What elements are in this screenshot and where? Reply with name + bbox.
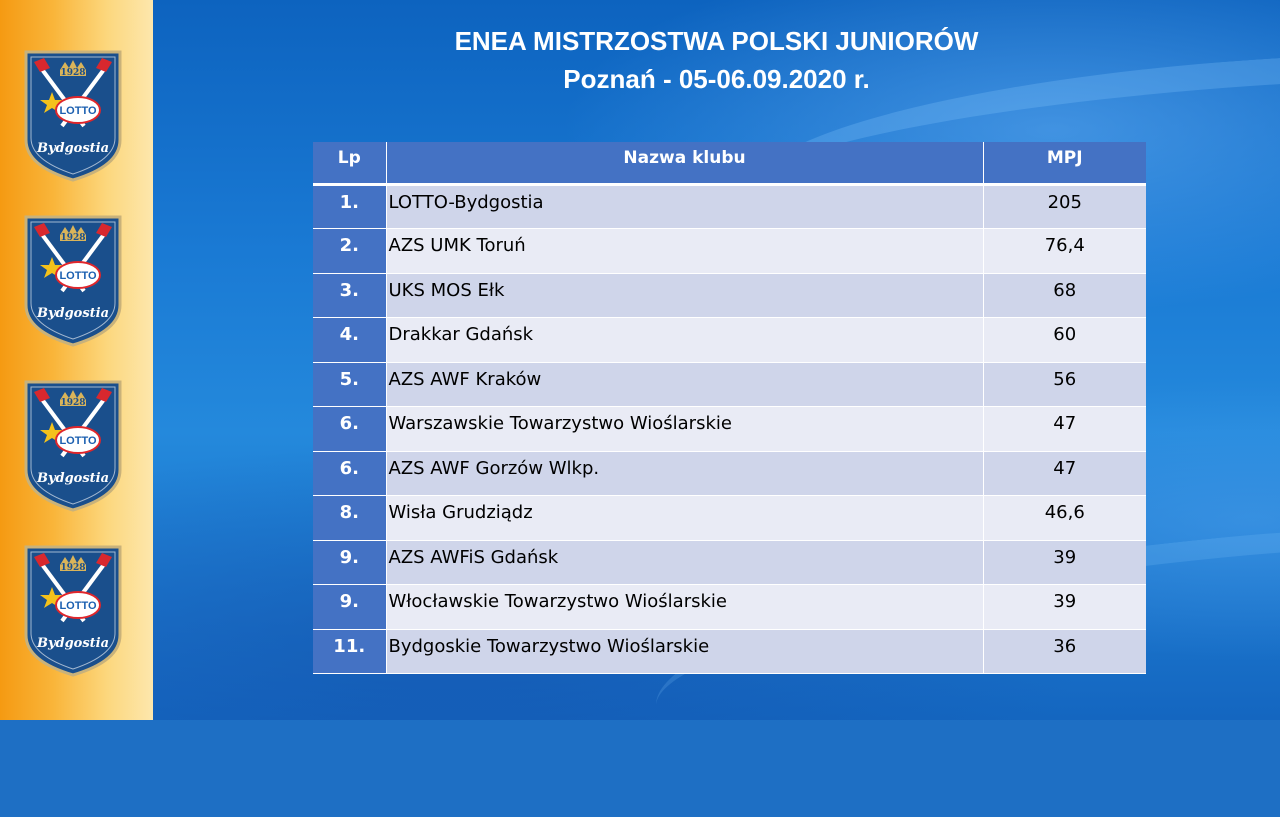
table-row: 2. AZS UMK Toruń 76,4 (313, 228, 1146, 274)
table-row: 8. Wisła Grudziądz 46,6 (313, 495, 1146, 541)
table-row: 5. AZS AWF Kraków 56 (313, 362, 1146, 407)
row-mpj-points: 205 (983, 184, 1146, 229)
row-rank: 1. (313, 184, 387, 229)
row-rank: 11. (313, 629, 387, 674)
header-club-name: Nazwa klubu (386, 142, 984, 186)
row-club-name: AZS AWF Gorzów Wlkp. (386, 451, 984, 496)
row-rank: 9. (313, 584, 387, 630)
logo-club: Bydgostia (36, 636, 109, 651)
row-mpj-points: 39 (983, 540, 1146, 585)
row-mpj-points: 47 (983, 406, 1146, 452)
row-rank: 8. (313, 495, 387, 541)
row-club-name: Włocławskie Towarzystwo Wioślarskie (386, 584, 984, 630)
row-club-name: AZS UMK Toruń (386, 228, 984, 274)
logo-year: 1928 (60, 68, 85, 78)
logo-year: 1928 (60, 233, 85, 243)
logo-brand: LOTTO (59, 600, 97, 612)
logo-club: Bydgostia (36, 306, 109, 321)
row-mpj-points: 46,6 (983, 495, 1146, 541)
page-title: ENEA MISTRZOSTWA POLSKI JUNIORÓW (454, 26, 979, 56)
results-table: Lp Nazwa klubu MPJ 1. LOTTO-Bydgostia 205… (313, 142, 1146, 674)
row-mpj-points: 68 (983, 273, 1146, 318)
logo-year: 1928 (60, 563, 85, 573)
table-row: 9. Włocławskie Towarzystwo Wioślarskie 39 (313, 584, 1146, 630)
row-club-name: Warszawskie Towarzystwo Wioślarskie (386, 406, 984, 452)
row-club-name: Drakkar Gdańsk (386, 317, 984, 363)
row-rank: 2. (313, 228, 387, 274)
row-club-name: LOTTO-Bydgostia (386, 184, 984, 229)
table-row: 9. AZS AWFiS Gdańsk 39 (313, 540, 1146, 585)
page-subtitle: Poznań - 05-06.09.2020 r. (563, 64, 870, 94)
table-row: 6. AZS AWF Gorzów Wlkp. 47 (313, 451, 1146, 496)
club-logo-icon: 1928 LOTTO Bydgostia (24, 545, 122, 677)
row-mpj-points: 39 (983, 584, 1146, 630)
club-logo-icon: 1928 LOTTO Bydgostia (24, 50, 122, 182)
row-rank: 9. (313, 540, 387, 585)
row-rank: 3. (313, 273, 387, 318)
row-rank: 6. (313, 406, 387, 452)
logo-year: 1928 (60, 398, 85, 408)
row-rank: 4. (313, 317, 387, 363)
logo-club: Bydgostia (36, 471, 109, 486)
row-mpj-points: 47 (983, 451, 1146, 496)
row-mpj-points: 36 (983, 629, 1146, 674)
header-mpj: MPJ (983, 142, 1146, 186)
table-row: 3. UKS MOS Ełk 68 (313, 273, 1146, 318)
row-club-name: AZS AWF Kraków (386, 362, 984, 407)
header-lp: Lp (313, 142, 387, 186)
row-mpj-points: 56 (983, 362, 1146, 407)
row-club-name: Wisła Grudziądz (386, 495, 984, 541)
row-rank: 6. (313, 451, 387, 496)
row-rank: 5. (313, 362, 387, 407)
club-logo-icon: 1928 LOTTO Bydgostia (24, 380, 122, 512)
row-club-name: UKS MOS Ełk (386, 273, 984, 318)
row-club-name: AZS AWFiS Gdańsk (386, 540, 984, 585)
table-row: 1. LOTTO-Bydgostia 205 (313, 184, 1146, 229)
table-row: 11. Bydgoskie Towarzystwo Wioślarskie 36 (313, 629, 1146, 674)
row-mpj-points: 60 (983, 317, 1146, 363)
logo-club: Bydgostia (36, 141, 109, 156)
logo-brand: LOTTO (59, 435, 97, 447)
row-club-name: Bydgoskie Towarzystwo Wioślarskie (386, 629, 984, 674)
table-row: 6. Warszawskie Towarzystwo Wioślarskie 47 (313, 406, 1146, 452)
logo-brand: LOTTO (59, 270, 97, 282)
table-header-row: Lp Nazwa klubu MPJ (313, 142, 1146, 186)
table-row: 4. Drakkar Gdańsk 60 (313, 317, 1146, 363)
row-mpj-points: 76,4 (983, 228, 1146, 274)
left-sidebar: 1928 LOTTO Bydgostia 1928 LOTTO Bydgostia 1928… (0, 0, 153, 720)
club-logo-icon: 1928 LOTTO Bydgostia (24, 215, 122, 347)
logo-brand: LOTTO (59, 105, 97, 117)
